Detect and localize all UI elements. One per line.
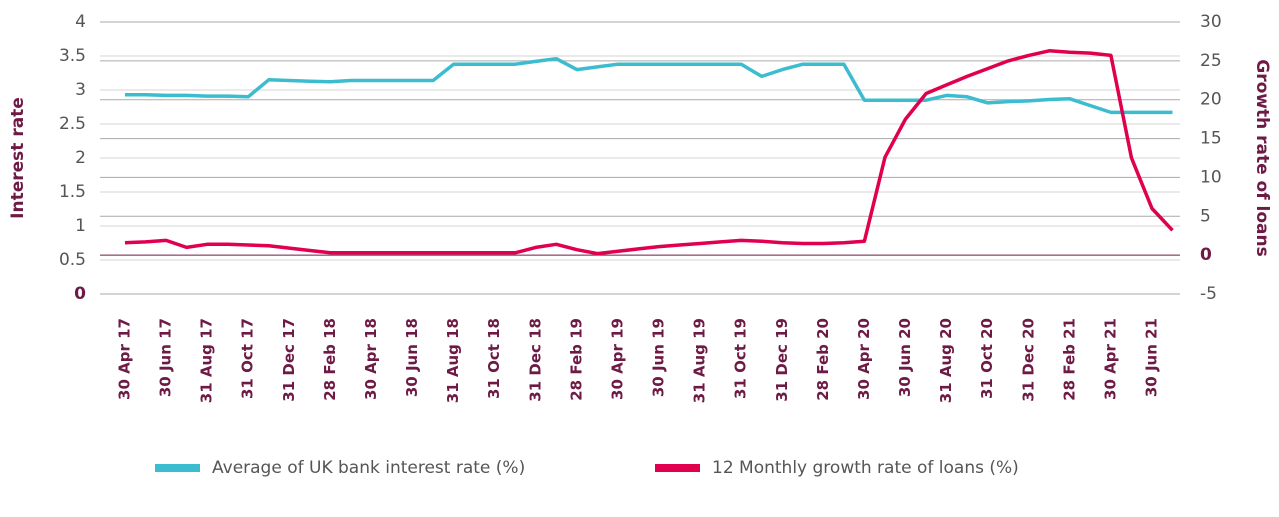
x-tick-label: 31 Aug 18 <box>444 318 462 403</box>
legend-swatch <box>155 464 200 472</box>
x-tick-label: 28 Feb 18 <box>321 318 339 401</box>
x-tick-label: 30 Apr 21 <box>1101 318 1119 400</box>
y-tick-label: 2.5 <box>59 114 86 134</box>
x-tick-label: 30 Jun 19 <box>650 318 668 397</box>
x-tick-label: 30 Jun 20 <box>896 318 914 397</box>
x-tick-label: 31 Dec 19 <box>773 318 791 402</box>
y2-tick-label: 20 <box>1200 90 1222 110</box>
y-tick-label: 0.5 <box>59 250 86 270</box>
x-tick-label: 30 Jun 17 <box>157 318 175 397</box>
y-tick-label: 1 <box>75 216 86 236</box>
x-tick-label: 28 Feb 19 <box>567 318 585 401</box>
line-series <box>125 56 1173 115</box>
y2-axis-label: Growth rate of loans <box>1252 59 1272 257</box>
x-tick-label: 31 Oct 18 <box>485 318 503 399</box>
x-tick-label: 28 Feb 21 <box>1060 318 1078 401</box>
y2-tick-label: 5 <box>1200 206 1211 226</box>
x-tick-label: 31 Oct 17 <box>239 318 257 399</box>
x-tick-label: 30 Jun 18 <box>403 318 421 397</box>
x-tick-label: 31 Dec 18 <box>526 318 544 402</box>
legend-label: 12 Monthly growth rate of loans (%) <box>712 458 1019 478</box>
x-tick-label: 31 Aug 20 <box>937 318 955 403</box>
y2-tick-label: -5 <box>1200 284 1217 304</box>
y-tick-label: 3.5 <box>59 46 86 66</box>
x-tick-label: 30 Apr 19 <box>608 318 626 400</box>
x-tick-label: 31 Oct 19 <box>732 318 750 399</box>
x-tick-label: 31 Aug 17 <box>198 318 216 403</box>
x-tick-label: 31 Dec 17 <box>280 318 298 402</box>
legend-swatch <box>655 464 700 472</box>
y-tick-label: 4 <box>75 12 86 32</box>
y-tick-label: 1.5 <box>59 182 86 202</box>
x-tick-label: 30 Jun 21 <box>1143 318 1161 397</box>
x-tick-label: 31 Aug 19 <box>691 318 709 403</box>
legend-label: Average of UK bank interest rate (%) <box>212 458 525 478</box>
y2-tick-label: 0 <box>1200 245 1212 265</box>
y2-tick-label: 10 <box>1200 167 1222 187</box>
x-tick-label: 28 Feb 20 <box>814 318 832 401</box>
y-axis-label: Interest rate <box>8 97 28 219</box>
y2-tick-label: 30 <box>1200 12 1222 32</box>
line-series <box>124 49 1174 256</box>
x-tick-label: 30 Apr 20 <box>855 318 873 400</box>
y-tick-label: 2 <box>75 148 86 168</box>
y-tick-label: 0 <box>74 284 86 304</box>
x-tick-label: 31 Oct 20 <box>978 318 996 399</box>
x-tick-label: 31 Dec 20 <box>1019 318 1037 402</box>
y-tick-label: 3 <box>75 80 86 100</box>
y2-tick-label: 25 <box>1200 51 1222 71</box>
y2-tick-label: 15 <box>1200 129 1222 149</box>
x-tick-label: 30 Apr 17 <box>116 318 134 400</box>
x-tick-label: 30 Apr 18 <box>362 318 380 400</box>
